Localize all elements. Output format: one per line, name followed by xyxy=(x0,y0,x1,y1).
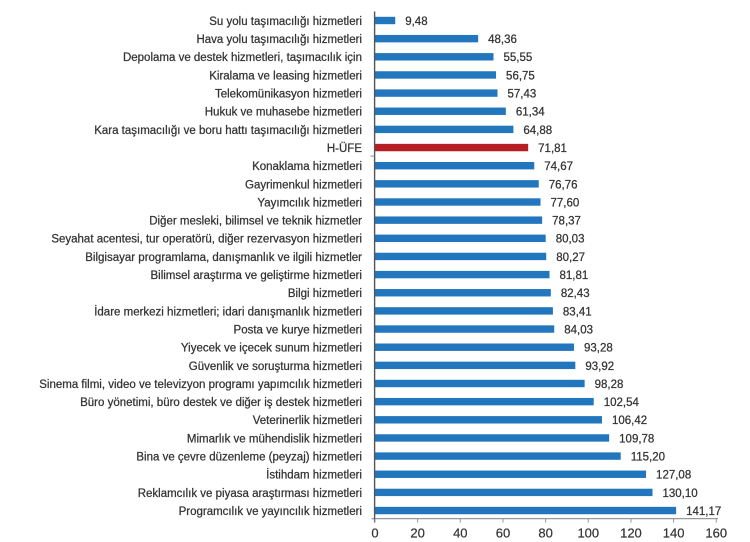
svg-text:Yiyecek ve içecek sunum hizmet: Yiyecek ve içecek sunum hizmetleri xyxy=(181,343,362,355)
svg-text:102,54: 102,54 xyxy=(604,397,640,409)
svg-text:40: 40 xyxy=(453,525,467,540)
svg-text:109,78: 109,78 xyxy=(619,433,654,445)
svg-text:Büro yönetimi, büro destek ve: Büro yönetimi, büro destek ve diğer iş d… xyxy=(80,397,362,409)
svg-text:Posta ve kurye hizmetleri: Posta ve kurye hizmetleri xyxy=(234,324,362,336)
svg-text:83,41: 83,41 xyxy=(563,306,592,318)
svg-text:141,17: 141,17 xyxy=(686,506,721,518)
svg-text:93,92: 93,92 xyxy=(585,361,614,373)
svg-text:Konaklama hizmetleri: Konaklama hizmetleri xyxy=(252,161,362,173)
svg-text:106,42: 106,42 xyxy=(612,415,647,427)
svg-text:İdare merkezi hizmetleri; idar: İdare merkezi hizmetleri; idari danışman… xyxy=(94,305,362,318)
svg-text:71,81: 71,81 xyxy=(538,143,567,155)
svg-text:Hukuk ve muhasebe hizmetleri: Hukuk ve muhasebe hizmetleri xyxy=(205,107,362,119)
svg-text:Depolama ve destek hizmetleri,: Depolama ve destek hizmetleri, taşımacıl… xyxy=(123,52,362,64)
svg-text:130,10: 130,10 xyxy=(663,488,698,500)
svg-text:93,28: 93,28 xyxy=(584,343,613,355)
svg-text:9,48: 9,48 xyxy=(405,16,427,28)
svg-text:Yayımcılık hizmetleri: Yayımcılık hizmetleri xyxy=(257,197,362,209)
svg-text:Seyahat acentesi, tur operatör: Seyahat acentesi, tur operatörü, diğer r… xyxy=(51,234,362,246)
svg-text:100: 100 xyxy=(577,525,599,540)
svg-text:Güvenlik ve soruşturma hizmetl: Güvenlik ve soruşturma hizmetleri xyxy=(189,361,362,373)
svg-text:78,37: 78,37 xyxy=(552,216,581,228)
svg-text:82,43: 82,43 xyxy=(561,288,590,300)
svg-text:Gayrimenkul hizmetleri: Gayrimenkul hizmetleri xyxy=(245,179,362,191)
svg-text:Veterinerlik hizmetleri: Veterinerlik hizmetleri xyxy=(253,415,362,427)
svg-text:Bilgi hizmetleri: Bilgi hizmetleri xyxy=(288,288,362,300)
svg-text:Mimarlık ve mühendislik hizmet: Mimarlık ve mühendislik hizmetleri xyxy=(187,433,362,445)
svg-text:Reklamcılık ve piyasa araştırm: Reklamcılık ve piyasa araştırması hizmet… xyxy=(138,488,362,500)
svg-text:İstihdam hizmetleri: İstihdam hizmetleri xyxy=(266,469,362,482)
svg-text:80,27: 80,27 xyxy=(556,252,585,264)
svg-text:64,88: 64,88 xyxy=(523,125,552,137)
svg-text:Kiralama ve leasing hizmetleri: Kiralama ve leasing hizmetleri xyxy=(209,70,362,82)
svg-text:76,76: 76,76 xyxy=(549,179,578,191)
svg-text:74,67: 74,67 xyxy=(544,161,573,173)
svg-text:80,03: 80,03 xyxy=(556,234,585,246)
svg-text:120: 120 xyxy=(620,525,642,540)
svg-text:140: 140 xyxy=(663,525,685,540)
svg-text:Diğer mesleki, bilimsel ve tek: Diğer mesleki, bilimsel ve teknik hizmet… xyxy=(149,216,362,228)
svg-text:55,55: 55,55 xyxy=(503,52,532,64)
svg-text:Kara taşımacılığı ve boru hatt: Kara taşımacılığı ve boru hattı taşımacı… xyxy=(94,125,362,137)
svg-text:Bilgisayar programlama, danışm: Bilgisayar programlama, danışmanlık ve i… xyxy=(85,252,362,264)
svg-text:61,34: 61,34 xyxy=(516,107,545,119)
svg-text:20: 20 xyxy=(410,525,424,540)
svg-text:127,08: 127,08 xyxy=(656,470,691,482)
svg-text:115,20: 115,20 xyxy=(631,452,665,464)
svg-text:Su yolu taşımacılığı hizmetler: Su yolu taşımacılığı hizmetleri xyxy=(209,16,362,28)
svg-text:Sinema filmi, video ve televiz: Sinema filmi, video ve televizyon progra… xyxy=(39,379,362,391)
svg-text:Bilimsel araştırma ve geliştir: Bilimsel araştırma ve geliştirme hizmetl… xyxy=(150,270,362,282)
svg-text:Hava yolu taşımacılığı hizmetl: Hava yolu taşımacılığı hizmetleri xyxy=(196,34,362,46)
svg-text:98,28: 98,28 xyxy=(595,379,624,391)
svg-text:160: 160 xyxy=(705,525,727,540)
svg-text:H-ÜFE: H-ÜFE xyxy=(327,143,362,155)
svg-text:60: 60 xyxy=(496,525,510,540)
svg-text:0: 0 xyxy=(371,525,378,540)
svg-text:84,03: 84,03 xyxy=(564,324,593,336)
svg-text:Telekomünikasyon hizmetleri: Telekomünikasyon hizmetleri xyxy=(215,89,362,101)
svg-text:Programcılık ve yayıncılık hiz: Programcılık ve yayıncılık hizmetleri xyxy=(179,506,362,518)
svg-text:80: 80 xyxy=(538,525,552,540)
svg-text:81,81: 81,81 xyxy=(560,270,589,282)
svg-text:48,36: 48,36 xyxy=(488,34,517,46)
svg-text:57,43: 57,43 xyxy=(508,89,537,101)
svg-text:77,60: 77,60 xyxy=(551,197,580,209)
svg-text:Bina ve çevre düzenleme (peyza: Bina ve çevre düzenleme (peyzaj) hizmetl… xyxy=(136,452,362,464)
svg-text:56,75: 56,75 xyxy=(506,70,535,82)
